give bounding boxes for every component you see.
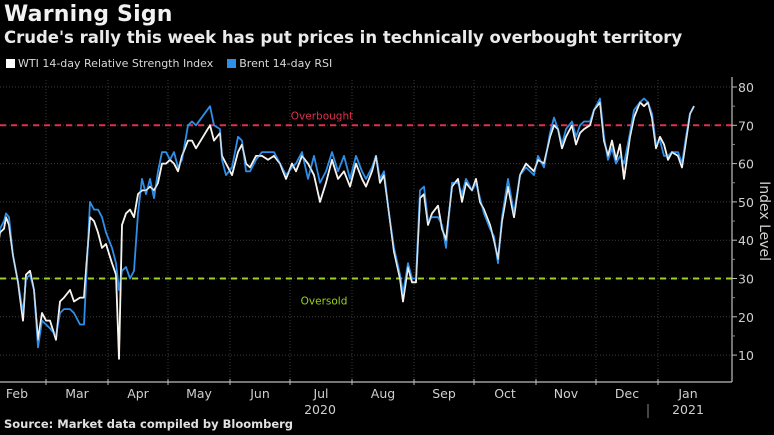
legend-label-wti: WTI 14-day Relative Strength Index xyxy=(18,57,214,70)
y-tick-label-80: 80 xyxy=(738,80,754,95)
overbought-label: Overbought xyxy=(291,110,353,122)
x-tick-label-apr: Apr xyxy=(127,386,149,401)
x-tick-label-dec: Dec xyxy=(615,386,639,401)
y-tick-label-70: 70 xyxy=(738,118,754,133)
y-axis-title: Index Level xyxy=(756,181,772,261)
x-tick-label-feb: Feb xyxy=(6,386,28,401)
legend-swatch-wti xyxy=(6,59,15,68)
axes: Feb Mar Apr May Jun Jul Aug Sep Oct Nov Dec Jan2020… xyxy=(0,77,772,418)
y-tick-label-30: 30 xyxy=(738,272,754,287)
y-tick-label-40: 40 xyxy=(738,233,754,248)
wti-rsi-line xyxy=(0,101,695,360)
x-tick-label-oct: Oct xyxy=(494,386,516,401)
legend-item-wti: WTI 14-day Relative Strength Index xyxy=(6,57,213,70)
brent-rsi-line xyxy=(0,97,695,349)
series-lines xyxy=(0,97,695,360)
y-tick-label-10: 10 xyxy=(738,348,754,363)
x-tick-label-mar: Mar xyxy=(65,386,89,401)
chart-subtitle: Crude's rally this week has put prices i… xyxy=(4,28,683,47)
legend-label-brent: Brent 14-day RSI xyxy=(239,57,333,70)
x-tick-label-aug: Aug xyxy=(371,386,395,401)
x-tick-label-jan: Jan xyxy=(677,386,697,401)
reference-lines: Overbought Oversold xyxy=(0,110,732,308)
legend-item-brent: Brent 14-day RSI xyxy=(227,57,332,70)
x-tick-label-jul: Jul xyxy=(312,386,328,401)
y-tick-label-20: 20 xyxy=(738,310,754,325)
wti-rsi-line-overlay xyxy=(0,101,695,360)
y-tick-label-50: 50 xyxy=(738,195,754,210)
legend: WTI 14-day Relative Strength Index Brent… xyxy=(6,57,332,70)
y-tick-label-60: 60 xyxy=(738,157,754,172)
x-tick-label-may: May xyxy=(186,386,212,401)
legend-swatch-brent xyxy=(227,59,237,68)
year-label-2020: 2020 xyxy=(304,402,336,417)
x-tick-label-sep: Sep xyxy=(432,386,456,401)
x-tick-label-nov: Nov xyxy=(554,386,579,401)
source-note: Source: Market data compiled by Bloomber… xyxy=(4,417,294,431)
oversold-label: Oversold xyxy=(301,296,348,308)
x-tick-label-jun: Jun xyxy=(249,386,270,401)
year-label-2021: 2021 xyxy=(672,402,704,417)
chart-title: Warning Sign xyxy=(4,2,173,27)
